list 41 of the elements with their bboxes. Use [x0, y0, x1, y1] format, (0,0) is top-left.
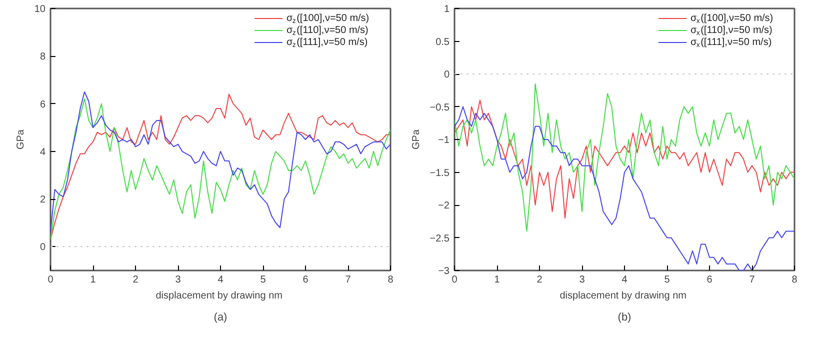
x-tick-label: 2 — [536, 274, 543, 286]
x-tick-label: 7 — [345, 274, 352, 286]
x-tick-label: 7 — [749, 274, 756, 286]
x-tick-label: 4 — [218, 274, 224, 286]
y-tick-label: 0 — [444, 70, 450, 80]
line-series — [454, 83, 794, 232]
y-tick-label: 6 — [40, 99, 46, 110]
x-tick-label: 8 — [388, 274, 394, 286]
y-tick-label: 8 — [40, 52, 46, 63]
x-tick-label: 1 — [90, 274, 96, 286]
x-axis-title: displacement by drawing nm — [156, 290, 282, 302]
y-tick-label: 1 — [444, 4, 450, 15]
x-tick-label: 0 — [452, 274, 458, 286]
y-tick-label: −1 — [438, 135, 450, 146]
x-tick-label: 3 — [175, 274, 182, 286]
x-tick-label: 6 — [706, 274, 713, 286]
x-tick-label: 1 — [494, 274, 500, 286]
x-tick-label: 5 — [260, 274, 266, 286]
y-tick-label: 0.5 — [436, 36, 450, 48]
x-tick-label: 0 — [48, 274, 54, 286]
x-tick-label: 5 — [664, 274, 670, 286]
y-tick-label: 0 — [40, 242, 46, 254]
text: (a) — [214, 312, 228, 324]
x-tick-label: 3 — [579, 274, 586, 286]
x-tick-label: 8 — [792, 274, 798, 286]
y-tick-label: −2 — [438, 200, 450, 212]
y-tick-label: 2 — [40, 194, 46, 206]
x-tick-label: 4 — [622, 274, 628, 286]
x-tick-label: 6 — [302, 274, 309, 286]
y-tick-label: 4 — [40, 146, 46, 158]
y-tick-label: −1.5 — [430, 168, 450, 179]
x-axis-title: displacement by drawing nm — [560, 290, 686, 302]
x-tick-label: 2 — [132, 274, 139, 286]
y-tick-label: 10 — [34, 4, 46, 15]
y-tick-label: −3 — [438, 266, 450, 277]
y-axis-title: GPa — [15, 129, 26, 150]
text: (b) — [618, 312, 632, 324]
y-tick-label: −0.5 — [430, 102, 450, 114]
y-axis-title: GPa — [410, 129, 422, 150]
y-tick-label: −2.5 — [430, 233, 450, 244]
line-series — [454, 100, 794, 219]
